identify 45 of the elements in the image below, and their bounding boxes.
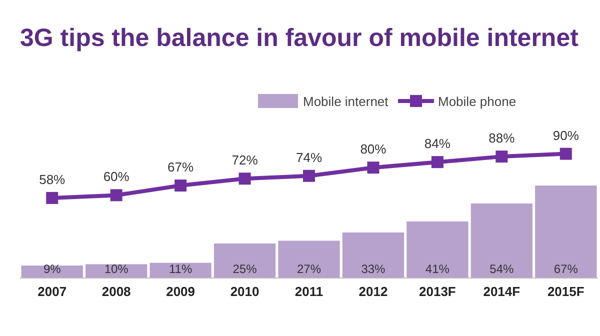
- data-label: 54%: [490, 262, 514, 276]
- x-tick-label: 2007: [38, 284, 67, 299]
- data-label: 9%: [43, 262, 62, 276]
- bar: [342, 232, 404, 278]
- data-label: 25%: [232, 262, 258, 276]
- legend-label: Mobile internet: [303, 94, 389, 109]
- data-label: 11%: [168, 262, 192, 276]
- data-label: 67%: [554, 262, 578, 276]
- data-label: 60%: [103, 169, 130, 184]
- bar: [535, 186, 597, 278]
- data-label: 33%: [361, 262, 386, 276]
- point: [238, 172, 251, 185]
- data-label: 10%: [104, 262, 129, 276]
- chart-title: 3G tips the balance in favour of mobile internet: [20, 24, 580, 52]
- x-tick-label: 2014F: [483, 284, 520, 299]
- bar: [406, 221, 468, 278]
- x-tick-label: 2009: [166, 284, 196, 299]
- point: [174, 180, 187, 192]
- data-label: 90%: [552, 128, 580, 143]
- x-tick-label: 2013F: [419, 284, 456, 299]
- point: [303, 170, 315, 182]
- point: [431, 156, 444, 168]
- x-tick-label: 2010: [230, 284, 260, 299]
- data-label: 74%: [296, 150, 322, 165]
- data-label: 80%: [360, 142, 387, 157]
- x-tick-label: 2015F: [547, 284, 584, 299]
- data-label: 88%: [488, 130, 516, 146]
- data-label: 41%: [425, 262, 450, 276]
- bar: [278, 240, 340, 278]
- data-label: 27%: [296, 262, 322, 276]
- bar: [470, 203, 532, 278]
- point: [496, 150, 508, 163]
- x-tick-label: 2011: [294, 284, 324, 299]
- data-label: 84%: [424, 136, 451, 152]
- point: [46, 192, 58, 204]
- data-label: 72%: [232, 152, 258, 168]
- point: [560, 148, 572, 160]
- x-tick-label: 2012: [358, 284, 388, 299]
- legend-label: Mobile phone: [438, 94, 516, 109]
- point: [110, 189, 122, 202]
- bar: [214, 244, 276, 278]
- data-label: 67%: [168, 160, 194, 175]
- data-label: 58%: [39, 172, 66, 187]
- x-tick-label: 2008: [102, 284, 131, 299]
- point: [367, 162, 380, 174]
